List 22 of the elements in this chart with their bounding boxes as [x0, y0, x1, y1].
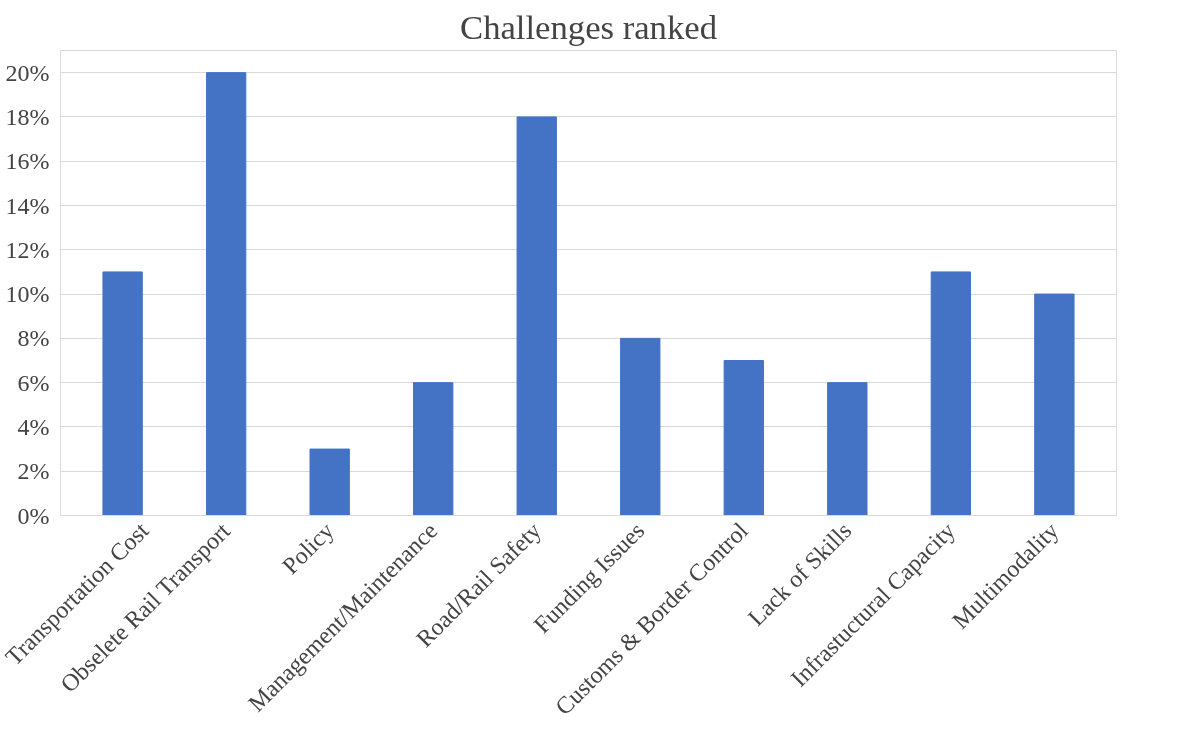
- y-tick-label: 2%: [17, 458, 50, 485]
- bar: [1034, 293, 1075, 516]
- bar: [827, 382, 868, 516]
- y-tick-label: 12%: [5, 236, 50, 263]
- bar: [620, 337, 661, 516]
- y-tick-label: 6%: [17, 369, 50, 396]
- y-tick-label: 16%: [5, 148, 50, 175]
- bar: [930, 271, 972, 516]
- y-tick-label: 14%: [5, 192, 50, 219]
- bar: [723, 360, 764, 516]
- bar: [205, 72, 247, 516]
- y-tick-label: 4%: [17, 413, 50, 440]
- y-tick-label: 18%: [5, 103, 50, 130]
- y-tick-label: 10%: [5, 281, 50, 308]
- bar: [102, 271, 143, 516]
- y-tick-label: 8%: [17, 325, 50, 352]
- bar: [309, 448, 350, 516]
- bar: [516, 116, 557, 516]
- y-tick-label: 0%: [17, 502, 50, 529]
- y-tick-label: 20%: [5, 59, 50, 86]
- bar: [413, 382, 454, 516]
- chart-title: Challenges ranked: [460, 7, 717, 46]
